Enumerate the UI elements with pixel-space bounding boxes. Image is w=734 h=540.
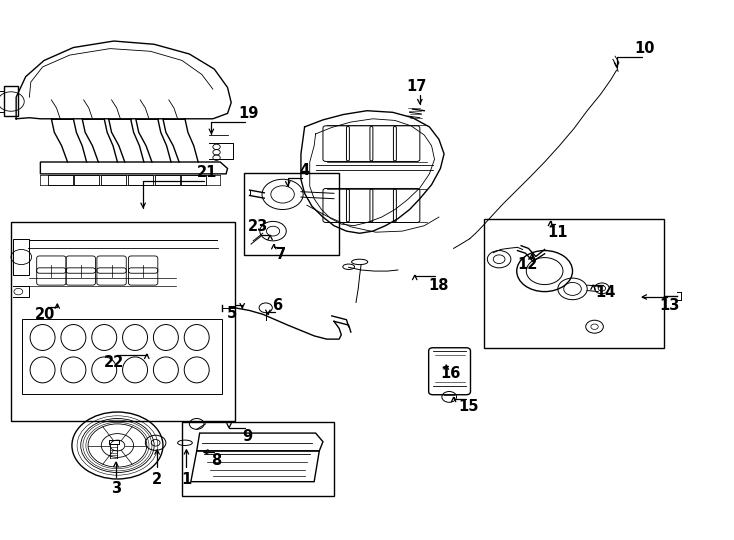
Text: 23: 23 xyxy=(248,219,269,234)
Text: 8: 8 xyxy=(211,453,222,468)
Text: 3: 3 xyxy=(111,481,121,496)
Text: 20: 20 xyxy=(35,307,56,322)
Text: 15: 15 xyxy=(458,399,479,414)
Text: 4: 4 xyxy=(299,163,310,178)
Text: 5: 5 xyxy=(227,306,237,321)
Text: 1: 1 xyxy=(181,472,192,487)
Text: 18: 18 xyxy=(428,278,448,293)
Text: 21: 21 xyxy=(197,165,217,180)
Text: 7: 7 xyxy=(276,247,286,262)
Text: 22: 22 xyxy=(103,355,124,370)
Text: 14: 14 xyxy=(595,285,616,300)
Text: 16: 16 xyxy=(440,366,461,381)
Text: 13: 13 xyxy=(659,298,680,313)
Text: 11: 11 xyxy=(548,225,568,240)
Text: 10: 10 xyxy=(634,41,655,56)
Text: 9: 9 xyxy=(242,429,252,444)
Text: 17: 17 xyxy=(407,79,427,94)
Text: 2: 2 xyxy=(152,472,162,487)
Text: 19: 19 xyxy=(238,106,258,121)
Text: 12: 12 xyxy=(517,257,537,272)
Text: 6: 6 xyxy=(272,298,283,313)
